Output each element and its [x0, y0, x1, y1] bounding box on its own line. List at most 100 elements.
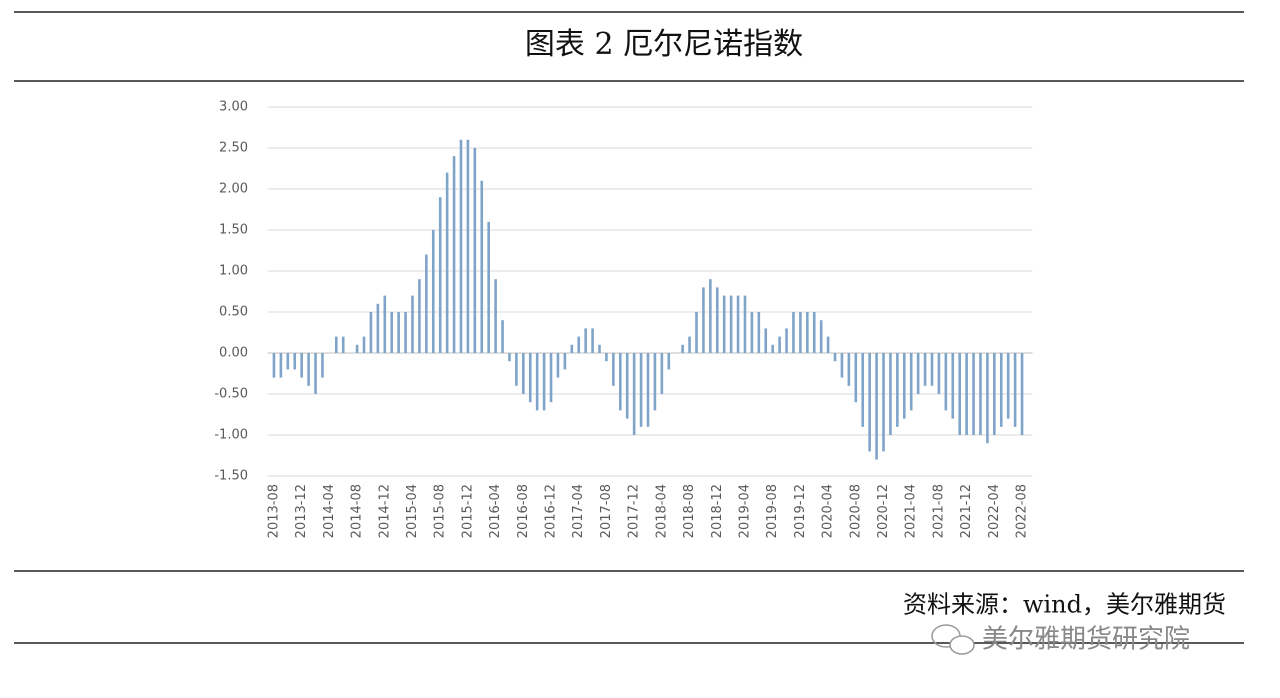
bar: [425, 254, 428, 353]
x-tick-label: 2016-08: [516, 484, 531, 538]
bar: [452, 156, 456, 353]
bar: [556, 353, 560, 378]
bar: [771, 344, 774, 353]
bar: [1013, 353, 1017, 427]
bar: [466, 139, 470, 353]
x-tick-label: 2018-04: [654, 484, 669, 538]
bar: [473, 148, 477, 353]
bar: [819, 320, 823, 353]
y-tick-label: 1.00: [219, 264, 248, 279]
bar: [764, 328, 768, 353]
bar: [660, 353, 664, 394]
bar: [487, 221, 490, 353]
bar: [729, 295, 733, 353]
bar: [715, 287, 719, 353]
bar: [840, 353, 844, 378]
bar: [286, 353, 290, 370]
bar: [799, 312, 802, 353]
bar: [896, 353, 899, 427]
bar: [300, 353, 303, 378]
bar: [750, 312, 754, 353]
bar: [279, 353, 283, 378]
bar: [1020, 353, 1024, 435]
bar: [861, 353, 865, 427]
bar: [362, 336, 366, 353]
bar: [549, 353, 553, 403]
bar: [369, 312, 373, 353]
x-tick-label: 2021-12: [959, 484, 974, 538]
x-tick-label: 2017-08: [599, 484, 614, 538]
bar: [999, 353, 1003, 427]
bar: [605, 353, 608, 362]
bar: [639, 353, 643, 427]
bar: [847, 353, 851, 386]
bar: [341, 336, 345, 353]
bar: [688, 336, 691, 353]
x-tick-label: 2016-12: [544, 484, 559, 538]
x-tick-label: 2015-04: [405, 484, 420, 538]
bar: [355, 344, 359, 353]
bar: [868, 353, 871, 452]
bar: [937, 353, 941, 394]
bar: [875, 353, 878, 460]
bar: [397, 312, 400, 353]
bar: [653, 353, 657, 411]
bar: [445, 172, 449, 353]
bar: [591, 328, 594, 353]
bar: [792, 312, 795, 353]
bar: [632, 353, 636, 435]
y-tick-label: 3.00: [219, 100, 248, 115]
bar: [314, 353, 317, 394]
title: 图表 2 厄尔尼诺指数: [525, 27, 803, 62]
bar: [612, 353, 615, 386]
bar: [584, 328, 587, 353]
bar: [902, 353, 906, 419]
x-tick-label: 2015-08: [433, 484, 448, 538]
bar: [702, 287, 705, 353]
x-tick-label: 2020-08: [848, 484, 863, 538]
bar: [944, 353, 948, 411]
bar: [431, 230, 435, 353]
bar: [383, 295, 387, 353]
source: 资料来源：wind，美尔雅期货: [903, 591, 1226, 619]
x-tick-label: 2017-12: [627, 484, 642, 538]
x-tick-label: 2020-04: [821, 484, 836, 538]
bar: [993, 353, 996, 435]
plot: -1.50 -1.00 -0.50 0.00 0.50 1.00 1.50 2.00 2.50 3…: [214, 100, 1033, 538]
watermark-icon: [931, 624, 975, 655]
y-tick-label: 0.50: [219, 305, 248, 320]
bar: [923, 353, 927, 386]
bar: [958, 353, 961, 435]
bar: [986, 353, 989, 444]
bar: [508, 353, 511, 362]
bar: [390, 312, 394, 353]
bar: [812, 312, 816, 353]
bar: [522, 353, 525, 394]
bar: [695, 312, 698, 353]
bar: [785, 328, 788, 353]
x-tick-label: 2017-04: [571, 484, 586, 538]
bar: [722, 295, 726, 353]
bar: [736, 295, 740, 353]
x-tick-label: 2019-08: [765, 484, 780, 538]
bar: [598, 344, 601, 353]
y-tick-label: 2.00: [219, 182, 248, 197]
bar: [757, 312, 761, 353]
bar: [376, 303, 380, 353]
bar: [528, 353, 532, 403]
bar: [563, 353, 567, 370]
y-tick-label: -0.50: [214, 387, 248, 402]
bar: [889, 353, 892, 435]
bar: [577, 336, 581, 353]
x-tick-label: 2019-12: [793, 484, 808, 538]
y-tick-label: -1.00: [214, 428, 248, 443]
bar: [882, 353, 885, 452]
bar: [833, 353, 837, 362]
bar: [930, 353, 934, 386]
y-tick-label: -1.50: [214, 469, 248, 484]
x-tick-label: 2013-12: [294, 484, 309, 538]
bar: [335, 336, 338, 353]
bar: [951, 353, 955, 419]
x-tick-label: 2014-12: [377, 484, 392, 538]
